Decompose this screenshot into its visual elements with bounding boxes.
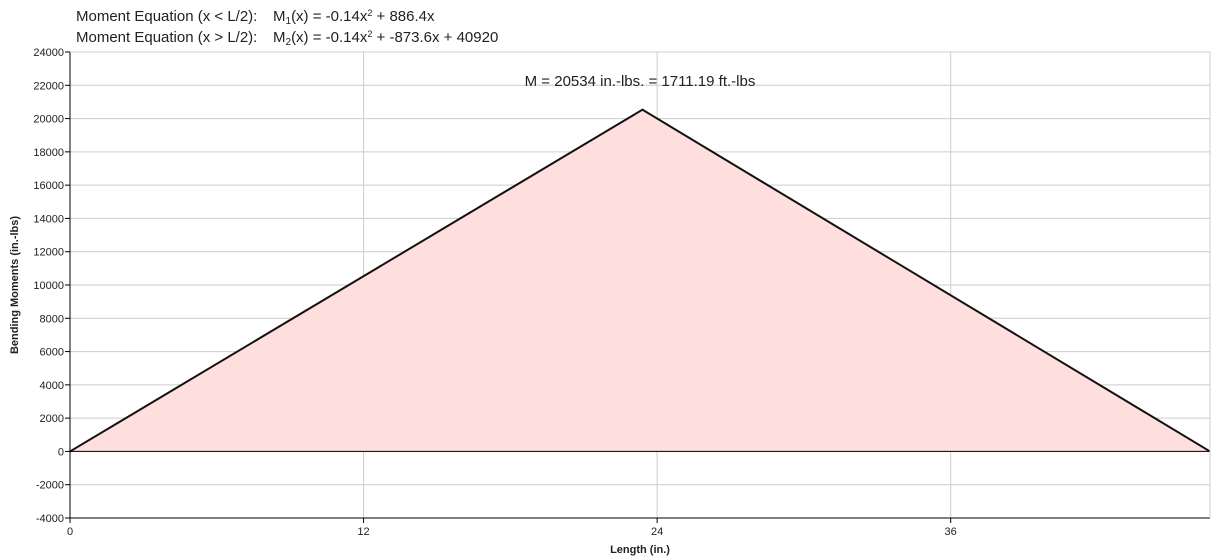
y-tick-label: 24000 bbox=[33, 47, 64, 59]
equation-right-arg: (x) = -0.14x bbox=[291, 29, 368, 46]
y-tick-label: 20000 bbox=[33, 114, 64, 126]
equation-left-rest: + 886.4x bbox=[372, 8, 435, 25]
equation-left-subscript: 1 bbox=[285, 16, 292, 27]
equation-right-label: Moment Equation (x > L/2): bbox=[76, 29, 258, 46]
x-tick-label: 12 bbox=[357, 526, 369, 538]
moment-equation-left: Moment Equation (x < L/2): M1(x) = -0.14x… bbox=[76, 4, 435, 31]
y-tick-label: 18000 bbox=[33, 147, 64, 159]
max-moment-annotation: M = 20534 in.-lbs. = 1711.19 ft.-lbs bbox=[525, 73, 756, 90]
equation-left-func: M bbox=[273, 8, 286, 25]
equation-right-func: M bbox=[273, 29, 286, 46]
equation-left-arg: (x) = -0.14x bbox=[291, 8, 368, 25]
moment-area bbox=[69, 108, 1211, 453]
equation-right-power: 2 bbox=[367, 29, 373, 39]
moment-curve-line bbox=[69, 108, 1211, 453]
x-tick-label: 36 bbox=[945, 526, 957, 538]
y-tick-label: 22000 bbox=[33, 80, 64, 92]
y-tick-label: 0 bbox=[58, 446, 64, 458]
y-axis-title: Bending Moments (in.-lbs) bbox=[9, 216, 21, 354]
y-tick-label: 12000 bbox=[33, 247, 64, 259]
y-tick-label: 4000 bbox=[40, 380, 64, 392]
y-tick-label: 8000 bbox=[40, 313, 64, 325]
y-tick-label: -4000 bbox=[36, 513, 64, 525]
moment-equation-right: Moment Equation (x > L/2): M2(x) = -0.14x… bbox=[76, 25, 498, 52]
y-tick-label: 10000 bbox=[33, 280, 64, 292]
equation-right-subscript: 2 bbox=[285, 37, 292, 48]
equation-left-power: 2 bbox=[367, 8, 373, 18]
y-tick-label: 14000 bbox=[33, 213, 64, 225]
x-axis-title: Length (in.) bbox=[610, 544, 670, 556]
x-tick-label: 24 bbox=[651, 526, 663, 538]
equation-right-rest: + -873.6x + 40920 bbox=[372, 29, 499, 46]
y-tick-label: 16000 bbox=[33, 180, 64, 192]
y-tick-label: -2000 bbox=[36, 480, 64, 492]
moment-area-fill bbox=[70, 109, 1210, 452]
y-tick-label: 6000 bbox=[40, 347, 64, 359]
x-tick-label: 0 bbox=[67, 526, 73, 538]
equation-left-label: Moment Equation (x < L/2): bbox=[76, 8, 258, 25]
y-tick-label: 2000 bbox=[40, 413, 64, 425]
chart-axes bbox=[65, 51, 1211, 523]
tick-labels: -4000 -2000 0 2000 4000 6000 8000 10000 12000 140… bbox=[33, 47, 956, 538]
